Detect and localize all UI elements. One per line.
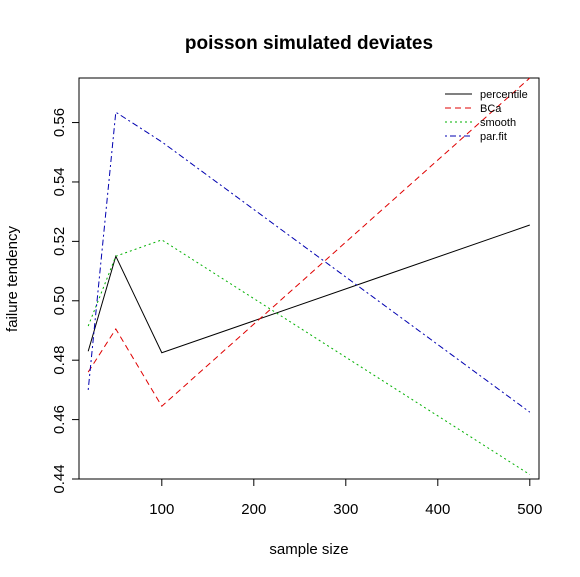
y-tick-label: 0.48: [51, 346, 68, 375]
series-line-percentile: [88, 225, 530, 353]
y-axis-title: failure tendency: [4, 226, 21, 332]
legend-label: BCa: [480, 103, 502, 115]
x-axis-title: sample size: [269, 541, 348, 558]
x-tick-label: 500: [517, 501, 542, 518]
series-group: [88, 78, 530, 475]
legend: percentile BCa smooth par.fit: [445, 89, 528, 143]
x-tick-label: 200: [241, 501, 266, 518]
y-tick-label: 0.52: [51, 227, 68, 256]
legend-label: percentile: [480, 89, 528, 101]
legend-label: smooth: [480, 117, 516, 129]
plot-frame: [79, 78, 539, 479]
legend-label: par.fit: [480, 131, 507, 143]
y-tick-label: 0.46: [51, 405, 68, 434]
y-tick-label: 0.44: [51, 464, 68, 493]
series-line-par-fit: [88, 112, 530, 412]
y-tick-label: 0.56: [51, 108, 68, 137]
series-line-smooth: [88, 240, 530, 475]
x-tick-label: 300: [333, 501, 358, 518]
y-axis: 0.44 0.46 0.48 0.50 0.52 0.54 0.56: [51, 108, 79, 494]
y-tick-label: 0.50: [51, 286, 68, 315]
x-tick-label: 400: [425, 501, 450, 518]
chart-title: poisson simulated deviates: [185, 33, 433, 54]
y-tick-label: 0.54: [51, 167, 68, 196]
x-axis: 100 200 300 400 500: [149, 479, 542, 518]
x-tick-label: 100: [149, 501, 174, 518]
